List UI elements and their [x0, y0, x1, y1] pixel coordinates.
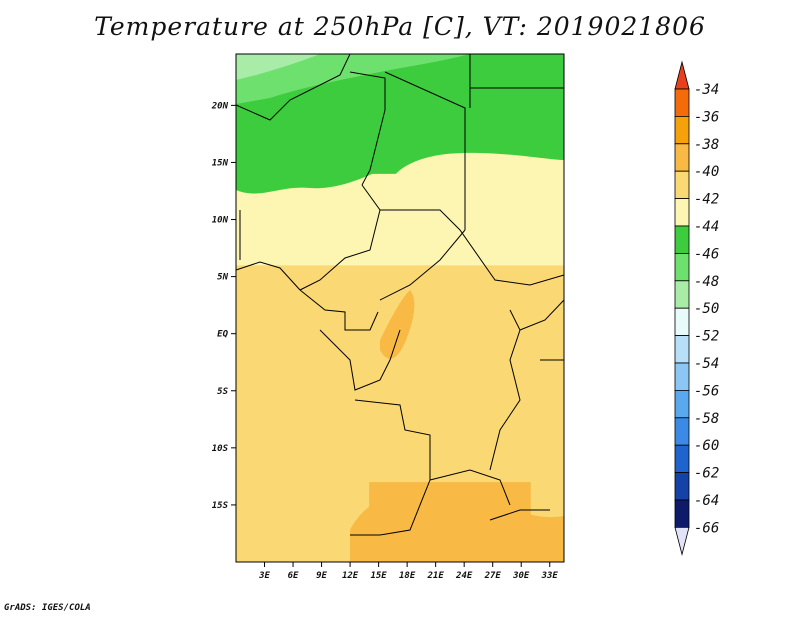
- country-border: [379, 229, 466, 301]
- colorbar-segment: [674, 198, 690, 227]
- colorbar-segment: [674, 225, 690, 254]
- colorbar-label: -52: [694, 329, 719, 345]
- warm-band-south: [350, 488, 564, 562]
- colorbar-segment: [674, 170, 690, 199]
- country-border: [429, 469, 511, 506]
- y-axis: 20N 15N 10N 5N EQ 5S 10S 15S: [211, 101, 236, 511]
- y-tick-label: 5N: [217, 273, 228, 283]
- y-tick-label: 10S: [212, 444, 229, 454]
- colorbar-top-arrow: [674, 60, 690, 90]
- country-border: [235, 261, 301, 291]
- cold-band-46: [236, 54, 564, 194]
- band-42: [236, 152, 564, 262]
- x-tick-label: 27E: [484, 571, 502, 581]
- x-tick-label: 21E: [427, 571, 445, 581]
- colorbar-segment: [674, 143, 690, 172]
- x-tick-label: 24E: [455, 571, 473, 581]
- colorbar-label: -42: [694, 192, 719, 208]
- country-border: [489, 309, 521, 471]
- colorbar-segment: [674, 307, 690, 337]
- x-tick-label: 18E: [399, 571, 416, 581]
- colorbar-segment: [674, 335, 690, 364]
- colorbar-label: -46: [694, 246, 719, 262]
- grads-credit: GrADS: IGES/COLA: [4, 603, 91, 613]
- colorbar-label: -34: [694, 82, 719, 98]
- x-tick-label: 33E: [541, 571, 559, 581]
- colorbar: -34 -36 -38 -40 -42 -44 -46 -48 -50 -52 -54 -56 -58 -…: [674, 60, 719, 556]
- colorbar-label: -40: [694, 164, 719, 180]
- y-tick-label: 15S: [212, 501, 229, 511]
- colorbar-segment: [674, 362, 690, 391]
- country-border: [349, 71, 386, 186]
- chart-title: Temperature at 250hPa [C], VT: 201902180…: [94, 12, 706, 41]
- colorbar-label: -66: [694, 520, 719, 536]
- y-tick-label: EQ: [217, 330, 228, 340]
- colorbar-segment: [674, 417, 690, 446]
- colorbar-segment: [674, 252, 690, 282]
- cold-band-48: [236, 54, 470, 104]
- country-border: [235, 53, 351, 121]
- country-borders: [235, 53, 565, 563]
- colorbar-segment: [674, 116, 690, 145]
- colorbar-label: -44: [694, 219, 719, 235]
- colorbar-segment: [674, 499, 690, 528]
- country-border: [380, 209, 565, 286]
- country-border: [384, 71, 466, 230]
- country-border: [319, 329, 401, 391]
- x-tick-label: 6E: [288, 571, 299, 581]
- x-tick-label: 3E: [258, 571, 270, 581]
- x-tick-label: 12E: [342, 571, 359, 581]
- x-axis: 3E 6E 9E 12E 15E 18E 21E 24E 27E 30E 33E: [258, 562, 558, 581]
- colorbar-label: -60: [694, 438, 719, 454]
- x-tick-label: 30E: [512, 571, 530, 581]
- colorbar-segment: [674, 472, 690, 501]
- colorbar-segment: [674, 88, 690, 117]
- colorbar-label: -38: [694, 137, 719, 153]
- colorbar-segment: [674, 444, 690, 474]
- country-border: [299, 289, 379, 331]
- country-border: [350, 399, 431, 536]
- colorbar-bottom-arrow: [674, 527, 690, 556]
- warm-patch: [380, 290, 415, 359]
- y-tick-label: 5S: [217, 387, 228, 397]
- colorbar-label: -50: [694, 301, 719, 317]
- colorbar-label: -48: [694, 274, 719, 290]
- plot-frame: [235, 53, 565, 563]
- country-border: [299, 184, 381, 291]
- colorbar-label: -64: [694, 493, 719, 509]
- colorbar-label: -36: [694, 109, 719, 125]
- x-tick-label: 15E: [370, 571, 387, 581]
- cold-band-50: [236, 54, 320, 80]
- y-tick-label: 20N: [211, 101, 229, 111]
- map-plot-area: [236, 54, 564, 562]
- y-tick-label: 10N: [212, 216, 229, 226]
- x-tick-label: 9E: [316, 571, 327, 581]
- colorbar-label: -56: [694, 383, 719, 399]
- y-tick-label: 15N: [212, 158, 229, 168]
- colorbar-label: -62: [694, 466, 719, 482]
- country-border: [489, 509, 550, 521]
- colorbar-segment: [674, 280, 690, 309]
- colorbar-label: -58: [694, 411, 719, 427]
- colorbar-segment: [674, 389, 690, 419]
- country-border: [519, 299, 565, 331]
- colorbar-label: -54: [694, 356, 719, 372]
